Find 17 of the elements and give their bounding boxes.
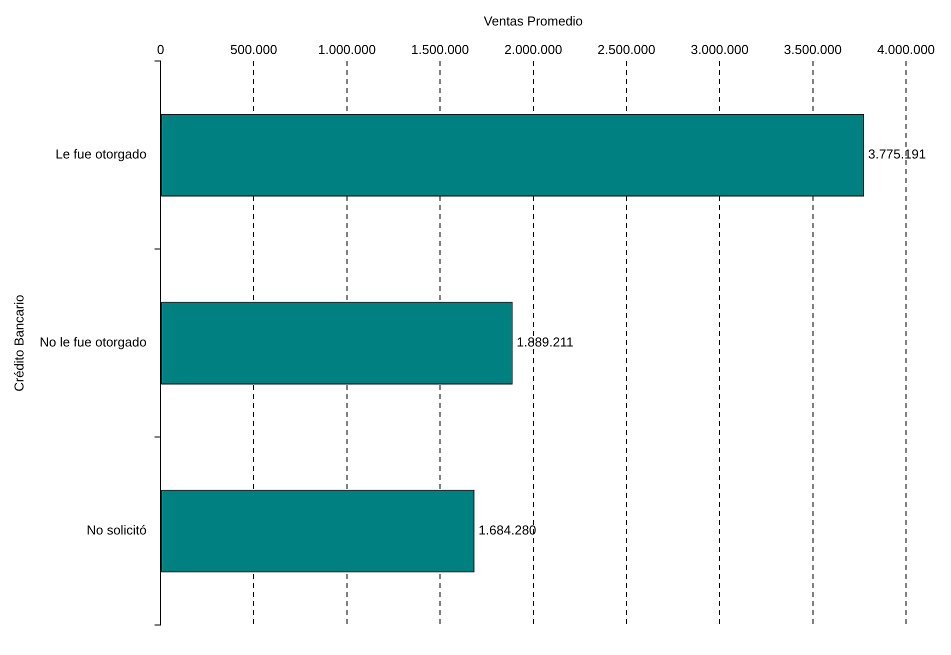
x-tick-label: 1.000.000	[318, 42, 376, 57]
x-tick-label: 4.000.000	[877, 42, 935, 57]
x-tick-label: 3.000.000	[690, 42, 749, 57]
y-tick-label: No le fue otorgado	[40, 334, 147, 350]
x-tick-label: 500.000	[230, 42, 278, 57]
y-tick-label: No solicitó	[86, 522, 147, 538]
data-label: 1.889.211	[516, 334, 574, 350]
data-label: 1.684.280	[478, 522, 536, 538]
y-axis-title: Crédito Bancario	[11, 294, 26, 392]
x-axis-title: Ventas Promedio	[484, 13, 583, 28]
x-tick-label: 2.000.000	[504, 42, 562, 57]
data-label: 3.775.191	[868, 146, 926, 162]
x-tick-label: 3.500.000	[784, 42, 842, 57]
x-tick-label: 1.500.000	[411, 42, 470, 57]
x-tick-label: 2.500.000	[598, 42, 656, 57]
x-tick-label: 0	[156, 42, 164, 57]
y-tick-label: Le fue otorgado	[55, 146, 147, 162]
